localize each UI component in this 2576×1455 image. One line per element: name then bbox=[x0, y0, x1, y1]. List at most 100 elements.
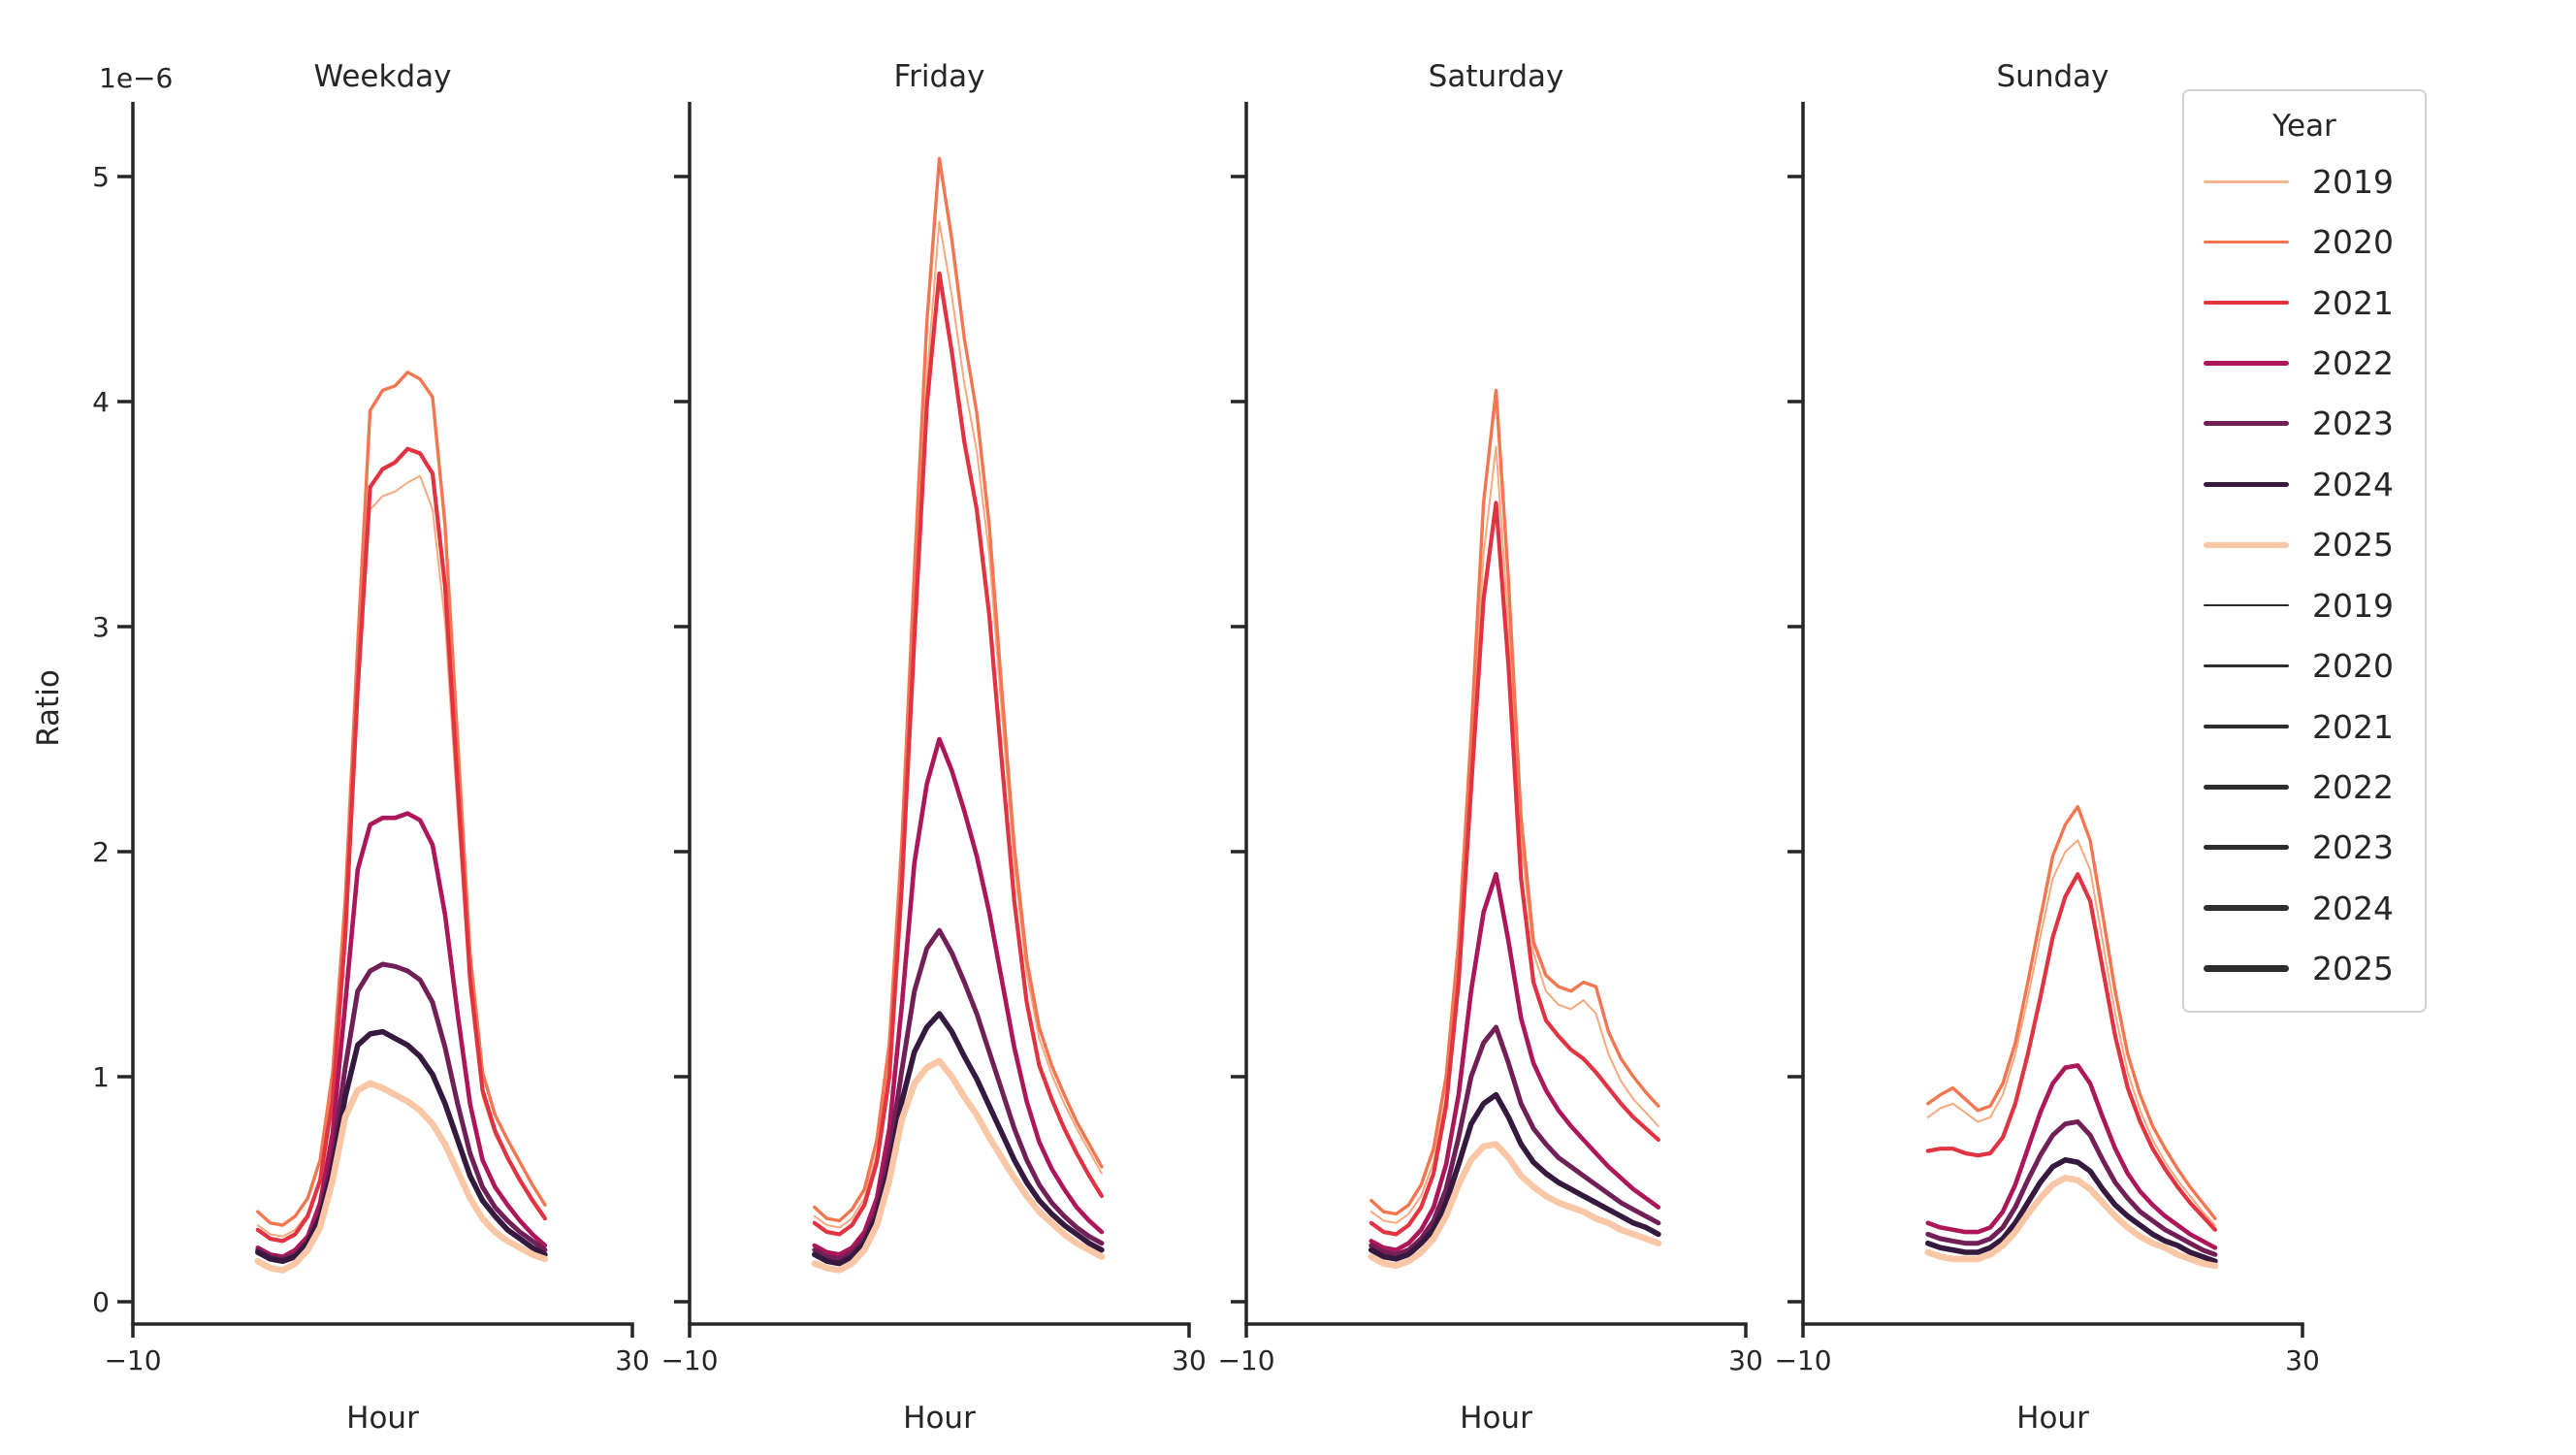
series-line-saturday-2023 bbox=[1368, 1024, 1661, 1257]
y-tick-label-0: 0 bbox=[92, 1286, 110, 1318]
series-line-friday-2022 bbox=[812, 736, 1105, 1257]
legend-line-swatch bbox=[2204, 664, 2289, 667]
series-line-sunday-2021 bbox=[1925, 872, 2217, 1232]
legend: Year 2019 2020 2021 2022 2023 2024 2025 2019 202… bbox=[2182, 89, 2427, 1013]
panel-title-sunday: Sunday bbox=[1996, 59, 2109, 94]
x-tick-label-max: 30 bbox=[2285, 1344, 2320, 1376]
legend-entry-label: 2023 bbox=[2312, 828, 2394, 867]
legend-entry-size-2020: 2020 bbox=[2204, 636, 2425, 696]
panel-friday: Friday −10 30 Hour bbox=[660, 0, 1206, 1455]
panel-weekday: Weekday −10 30 Hour bbox=[104, 0, 649, 1455]
legend-entry-color-2019: 2019 bbox=[2204, 151, 2425, 211]
legend-line-swatch bbox=[2204, 361, 2289, 366]
legend-entry-size-2024: 2024 bbox=[2204, 878, 2425, 938]
legend-line-swatch bbox=[2204, 785, 2289, 790]
x-tick-label-max: 30 bbox=[1172, 1344, 1207, 1376]
x-axis-label: Hour bbox=[903, 1401, 976, 1436]
x-tick-label-max: 30 bbox=[1728, 1344, 1763, 1376]
legend-entry-label: 2022 bbox=[2312, 343, 2394, 382]
series-line-sunday-2019 bbox=[1926, 839, 2216, 1227]
legend-entry-size-2021: 2021 bbox=[2204, 696, 2425, 757]
series-line-friday-2020 bbox=[813, 156, 1104, 1223]
legend-entry-color-2021: 2021 bbox=[2204, 273, 2425, 333]
x-tick-label-max: 30 bbox=[615, 1344, 650, 1376]
series-line-weekday-2024 bbox=[254, 1028, 548, 1264]
legend-entries: 2019 2020 2021 2022 2023 2024 2025 2019 2020 2021… bbox=[2184, 151, 2425, 999]
legend-entry-label: 2020 bbox=[2312, 647, 2394, 686]
legend-entry-label: 2022 bbox=[2312, 767, 2394, 806]
y-tick-label-5: 5 bbox=[92, 161, 110, 193]
panel-title-friday: Friday bbox=[893, 59, 985, 94]
legend-line-swatch bbox=[2204, 301, 2289, 306]
x-tick-label-min: −10 bbox=[660, 1344, 719, 1376]
legend-line-swatch bbox=[2204, 905, 2289, 912]
y-tick-label-3: 3 bbox=[92, 611, 110, 643]
legend-entry-label: 2025 bbox=[2312, 950, 2394, 988]
legend-entry-color-2025: 2025 bbox=[2204, 515, 2425, 575]
x-axis-label: Hour bbox=[2016, 1401, 2089, 1436]
legend-line-swatch bbox=[2204, 604, 2289, 606]
series-line-friday-2024 bbox=[811, 1011, 1105, 1267]
legend-entry-label: 2023 bbox=[2312, 404, 2394, 443]
series-line-saturday-2020 bbox=[1369, 388, 1660, 1216]
legend-line-swatch bbox=[2204, 421, 2289, 427]
series-line-sunday-2022 bbox=[1925, 1063, 2218, 1250]
legend-line-swatch bbox=[2204, 179, 2289, 183]
series-line-friday-2025 bbox=[811, 1057, 1106, 1274]
legend-entry-size-2019: 2019 bbox=[2204, 575, 2425, 635]
series-line-sunday-2025 bbox=[1924, 1175, 2219, 1270]
panel-sunday: Sunday −10 30 Hour bbox=[1774, 0, 2319, 1455]
legend-entry-label: 2020 bbox=[2312, 223, 2394, 262]
panel-saturday: Saturday −10 30 Hour bbox=[1217, 0, 1762, 1455]
series-line-weekday-2020 bbox=[256, 371, 547, 1227]
panel-title-saturday: Saturday bbox=[1428, 59, 1564, 94]
legend-line-swatch bbox=[2204, 845, 2289, 851]
legend-entry-color-2023: 2023 bbox=[2204, 394, 2425, 454]
series-line-weekday-2021 bbox=[255, 446, 548, 1244]
legend-entry-label: 2021 bbox=[2312, 707, 2394, 746]
legend-entry-color-2020: 2020 bbox=[2204, 212, 2425, 273]
x-tick-label-min: −10 bbox=[104, 1344, 162, 1376]
legend-entry-size-2023: 2023 bbox=[2204, 818, 2425, 878]
series-line-sunday-2020 bbox=[1926, 804, 2217, 1220]
legend-line-swatch bbox=[2204, 481, 2289, 488]
series-line-friday-2023 bbox=[812, 927, 1105, 1262]
legend-entry-size-2022: 2022 bbox=[2204, 757, 2425, 817]
x-tick-label-min: −10 bbox=[1217, 1344, 1275, 1376]
x-axis-label: Hour bbox=[1460, 1401, 1532, 1436]
series-line-sunday-2023 bbox=[1925, 1118, 2218, 1257]
y-axis-offset-label: 1e−6 bbox=[99, 62, 174, 94]
legend-entry-label: 2021 bbox=[2312, 283, 2394, 322]
legend-line-swatch bbox=[2204, 725, 2289, 728]
legend-entry-size-2025: 2025 bbox=[2204, 939, 2425, 999]
series-line-saturday-2019 bbox=[1369, 445, 1659, 1224]
y-tick-label-4: 4 bbox=[92, 386, 110, 418]
y-tick-label-1: 1 bbox=[92, 1061, 110, 1093]
y-axis-label: Ratio bbox=[31, 669, 66, 747]
y-tick-label-2: 2 bbox=[92, 836, 110, 868]
legend-entry-label: 2019 bbox=[2312, 162, 2394, 201]
series-line-saturday-2021 bbox=[1368, 501, 1661, 1237]
panel-title-weekday: Weekday bbox=[313, 59, 452, 94]
series-line-saturday-2022 bbox=[1368, 871, 1661, 1252]
legend-line-swatch bbox=[2204, 541, 2289, 548]
legend-title: Year bbox=[2272, 109, 2336, 144]
series-line-weekday-2025 bbox=[254, 1080, 549, 1274]
series-line-friday-2019 bbox=[813, 220, 1103, 1229]
series-line-sunday-2024 bbox=[1925, 1157, 2218, 1264]
series-line-friday-2021 bbox=[812, 271, 1105, 1237]
legend-line-swatch bbox=[2204, 240, 2289, 244]
series-line-saturday-2024 bbox=[1368, 1091, 1661, 1262]
legend-entry-label: 2025 bbox=[2312, 526, 2394, 565]
legend-entry-label: 2019 bbox=[2312, 586, 2394, 625]
legend-line-swatch bbox=[2204, 965, 2289, 973]
series-line-weekday-2022 bbox=[255, 811, 548, 1259]
legend-entry-color-2024: 2024 bbox=[2204, 454, 2425, 514]
x-tick-label-min: −10 bbox=[1774, 1344, 1832, 1376]
legend-entry-color-2022: 2022 bbox=[2204, 333, 2425, 393]
legend-entry-label: 2024 bbox=[2312, 889, 2394, 927]
series-line-saturday-2025 bbox=[1368, 1141, 1662, 1270]
legend-entry-label: 2024 bbox=[2312, 465, 2394, 503]
